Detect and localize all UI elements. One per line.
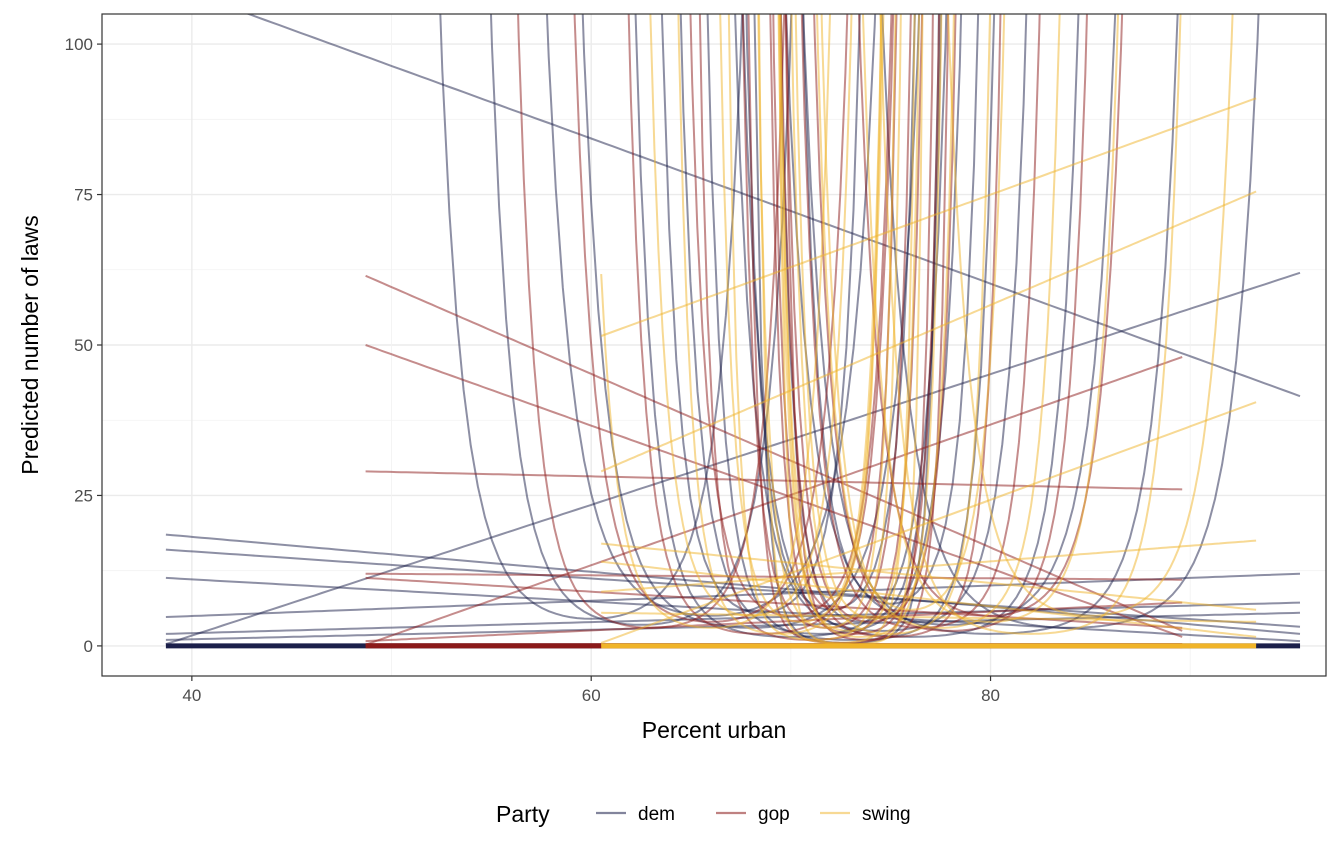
legend: Party dem gop swing [496,801,911,827]
y-tick-label: 0 [84,637,93,656]
curve-swing [779,14,943,638]
curve-swing [862,14,1120,623]
curve-dem [245,14,1301,398]
curve-dem [881,14,1260,629]
curve-dem [489,14,793,626]
y-tick-label: 50 [74,336,93,355]
curve-swing [600,190,1257,473]
y-tick-label: 100 [65,35,93,54]
curve-dem [581,14,921,629]
curve-dem [165,271,1301,646]
x-axis-title: Percent urban [642,717,786,743]
curve-swing [601,542,1257,611]
curve-swing [649,14,853,617]
legend-title: Party [496,801,550,827]
y-tick-label: 75 [74,186,93,205]
curve-gop [365,572,1183,581]
curve-gop [365,601,1183,643]
legend-label-swing: swing [862,804,911,825]
curve-swing [816,14,1006,611]
curve-dem [634,14,948,638]
curve-gop [769,14,941,635]
curve-dem [706,14,996,641]
curve-gop [741,14,912,629]
curve-gop [365,470,1183,491]
x-tick-label: 40 [182,686,201,705]
curve-swing [794,14,955,620]
x-tick-label: 60 [582,686,601,705]
axis-ticks: 0 25 50 75 100 40 60 80 [65,35,1000,705]
curve-dem [165,576,1301,643]
curve-swing [601,611,1257,623]
curve-gop [698,14,924,641]
curve-swing [820,14,1061,629]
curve-swing [879,14,1182,635]
curve-gop [772,14,898,611]
curve-gop [365,274,1183,632]
curve-swing [600,14,832,629]
curve-dem [660,14,861,614]
curve-swing [601,560,1257,638]
legend-label-gop: gop [758,804,790,825]
curve-swing [790,14,992,635]
curve-gop [858,14,1124,617]
curve-swing [947,14,1234,617]
curve-swing [677,14,885,635]
curve-gop [813,14,1088,632]
legend-label-dem: dem [638,804,675,825]
x-tick-label: 80 [981,686,1000,705]
curves [165,14,1301,649]
y-axis-title: Predicted number of laws [17,215,43,475]
curve-dem [802,14,1179,635]
curve-dem [785,14,1117,626]
curve-swing [600,97,1257,337]
y-tick-label: 25 [74,486,93,505]
curve-gop [689,14,893,617]
curve-swing [601,539,1257,593]
